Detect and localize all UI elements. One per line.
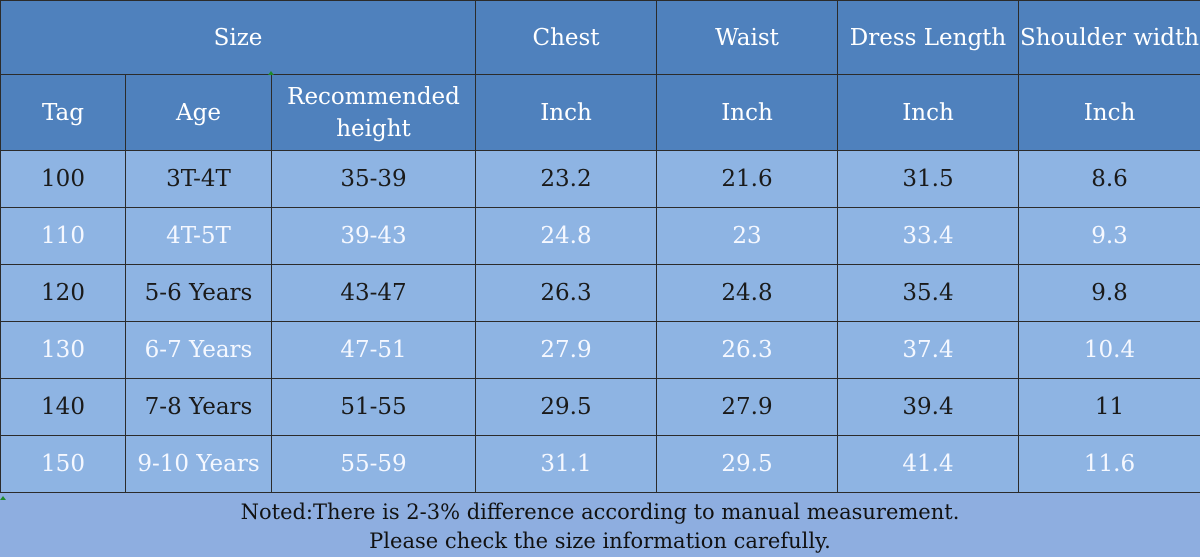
header-size: Size [0, 0, 477, 75]
cell-height: 55-59 [270, 435, 477, 493]
cell-chest: 23.2 [475, 150, 658, 208]
cell-waist: 26.3 [656, 321, 839, 379]
cell-waist: 21.6 [656, 150, 839, 208]
table-row: 120 5-6 Years 43-47 26.3 24.8 35.4 9.8 [0, 264, 1200, 322]
cell-shoulder: 9.3 [1018, 207, 1200, 265]
cell-waist: 27.9 [656, 378, 839, 436]
cell-corner-marker [0, 496, 6, 500]
cell-chest: 31.1 [475, 435, 658, 493]
header-shoulder-unit: Inch [1018, 74, 1200, 151]
header-chest-unit: Inch [475, 74, 658, 151]
cell-shoulder: 10.4 [1018, 321, 1200, 379]
cell-height: 47-51 [270, 321, 477, 379]
header-tag: Tag [0, 74, 126, 151]
table-row: 100 3T-4T 35-39 23.2 21.6 31.5 8.6 [0, 150, 1200, 208]
cell-waist: 29.5 [656, 435, 839, 493]
cell-age: 6-7 Years [125, 321, 272, 379]
cell-length: 33.4 [837, 207, 1020, 265]
cell-shoulder: 11.6 [1018, 435, 1200, 493]
cell-height: 43-47 [270, 264, 477, 322]
header-chest: Chest [475, 0, 658, 75]
cell-shoulder: 11 [1018, 378, 1200, 436]
cell-length: 41.4 [837, 435, 1020, 493]
note-line-2: Please check the size information carefu… [369, 529, 831, 553]
cell-age: 9-10 Years [125, 435, 272, 493]
cell-waist: 24.8 [656, 264, 839, 322]
header-row-units: Tag Age Recommended height Inch Inch Inc… [0, 74, 1200, 151]
cell-tag: 150 [0, 435, 126, 493]
cell-length: 37.4 [837, 321, 1020, 379]
cell-shoulder: 8.6 [1018, 150, 1200, 208]
header-waist-unit: Inch [656, 74, 839, 151]
cell-age: 5-6 Years [125, 264, 272, 322]
note-line-1: Noted:There is 2-3% difference according… [240, 500, 960, 524]
header-shoulder-width: Shoulder width [1018, 0, 1200, 75]
cell-tag: 110 [0, 207, 126, 265]
cell-tag: 100 [0, 150, 126, 208]
header-dress-length: Dress Length [837, 0, 1020, 75]
cell-tag: 130 [0, 321, 126, 379]
cell-tag: 140 [0, 378, 126, 436]
cell-chest: 26.3 [475, 264, 658, 322]
cell-chest: 24.8 [475, 207, 658, 265]
cell-age: 7-8 Years [125, 378, 272, 436]
cell-chest: 29.5 [475, 378, 658, 436]
cell-chest: 27.9 [475, 321, 658, 379]
table-row: 140 7-8 Years 51-55 29.5 27.9 39.4 11 [0, 378, 1200, 436]
cell-length: 35.4 [837, 264, 1020, 322]
cell-shoulder: 9.8 [1018, 264, 1200, 322]
header-recommended-height: Recommended height [270, 74, 477, 151]
cell-height: 39-43 [270, 207, 477, 265]
cell-age: 3T-4T [125, 150, 272, 208]
cell-corner-marker [268, 71, 274, 75]
header-length-unit: Inch [837, 74, 1020, 151]
cell-age: 4T-5T [125, 207, 272, 265]
header-waist: Waist [656, 0, 839, 75]
header-recommended-height-line2: height [336, 115, 411, 142]
size-table: Size Chest Waist Dress Length Shoulder w… [0, 0, 1200, 493]
cell-height: 51-55 [270, 378, 477, 436]
header-row-titles: Size Chest Waist Dress Length Shoulder w… [0, 0, 1200, 75]
header-age: Age [125, 74, 272, 151]
cell-length: 39.4 [837, 378, 1020, 436]
table-row: 130 6-7 Years 47-51 27.9 26.3 37.4 10.4 [0, 321, 1200, 379]
cell-height: 35-39 [270, 150, 477, 208]
header-recommended-height-line1: Recommended [287, 83, 460, 110]
table-row: 150 9-10 Years 55-59 31.1 29.5 41.4 11.6 [0, 435, 1200, 493]
cell-waist: 23 [656, 207, 839, 265]
table-row: 110 4T-5T 39-43 24.8 23 33.4 9.3 [0, 207, 1200, 265]
cell-length: 31.5 [837, 150, 1020, 208]
measurement-note: Noted:There is 2-3% difference according… [0, 498, 1200, 557]
cell-tag: 120 [0, 264, 126, 322]
